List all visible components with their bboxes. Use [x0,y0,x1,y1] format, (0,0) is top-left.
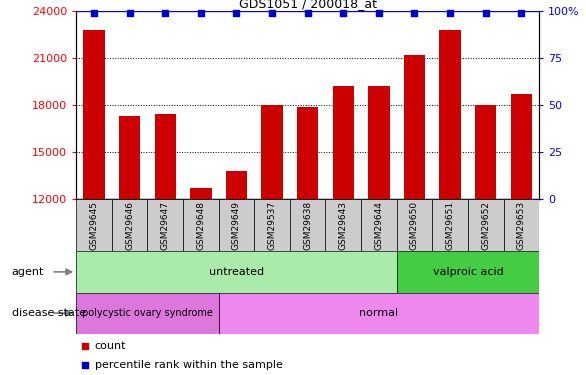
Bar [475,105,496,375]
Bar [404,55,425,375]
Bar [254,199,290,251]
Point [81,362,90,368]
Text: GSM29645: GSM29645 [90,201,98,250]
Text: GSM29652: GSM29652 [481,201,490,250]
Text: disease state: disease state [12,308,86,318]
Bar [190,188,212,375]
Text: GSM29643: GSM29643 [339,201,347,250]
Text: GSM29638: GSM29638 [303,201,312,250]
Bar [261,105,282,375]
Text: GSM29649: GSM29649 [232,201,241,250]
Bar [219,199,254,251]
Bar [325,199,361,251]
Bar [76,251,397,292]
Bar [119,116,140,375]
Bar [468,199,503,251]
Bar [112,199,148,251]
Bar [361,199,397,251]
Text: GSM29648: GSM29648 [196,201,205,250]
Point [89,10,98,16]
Point [481,10,490,16]
Text: percentile rank within the sample: percentile rank within the sample [95,360,282,370]
Point [410,10,419,16]
Text: GSM29647: GSM29647 [161,201,170,250]
Text: GSM29646: GSM29646 [125,201,134,250]
Bar [76,292,219,334]
Text: untreated: untreated [209,267,264,277]
Text: GSM29537: GSM29537 [268,201,277,250]
Text: GSM29651: GSM29651 [445,201,455,250]
Bar [183,199,219,251]
Text: count: count [95,341,126,351]
Point [339,10,348,16]
Bar [368,86,390,375]
Point [517,10,526,16]
Title: GDS1051 / 200018_at: GDS1051 / 200018_at [239,0,377,10]
Bar [503,199,539,251]
Bar [297,106,318,375]
Text: polycystic ovary syndrome: polycystic ovary syndrome [82,308,213,318]
Bar [83,30,105,375]
Point [196,10,206,16]
Text: GSM29644: GSM29644 [374,201,383,250]
Point [303,10,312,16]
Point [374,10,384,16]
Point [81,343,90,349]
Bar [76,199,112,251]
Bar [219,292,539,334]
Bar [397,199,432,251]
Point [267,10,277,16]
Bar [440,30,461,375]
Point [231,10,241,16]
Bar [510,94,532,375]
Text: valproic acid: valproic acid [432,267,503,277]
Text: GSM29650: GSM29650 [410,201,419,250]
Bar [155,114,176,375]
Text: normal: normal [359,308,398,318]
Text: GSM29653: GSM29653 [517,201,526,250]
Bar [333,86,354,375]
Bar [290,199,325,251]
Point [125,10,134,16]
Bar [397,251,539,292]
Bar [432,199,468,251]
Bar [226,171,247,375]
Point [161,10,170,16]
Bar [148,199,183,251]
Text: agent: agent [12,267,44,277]
Point [445,10,455,16]
